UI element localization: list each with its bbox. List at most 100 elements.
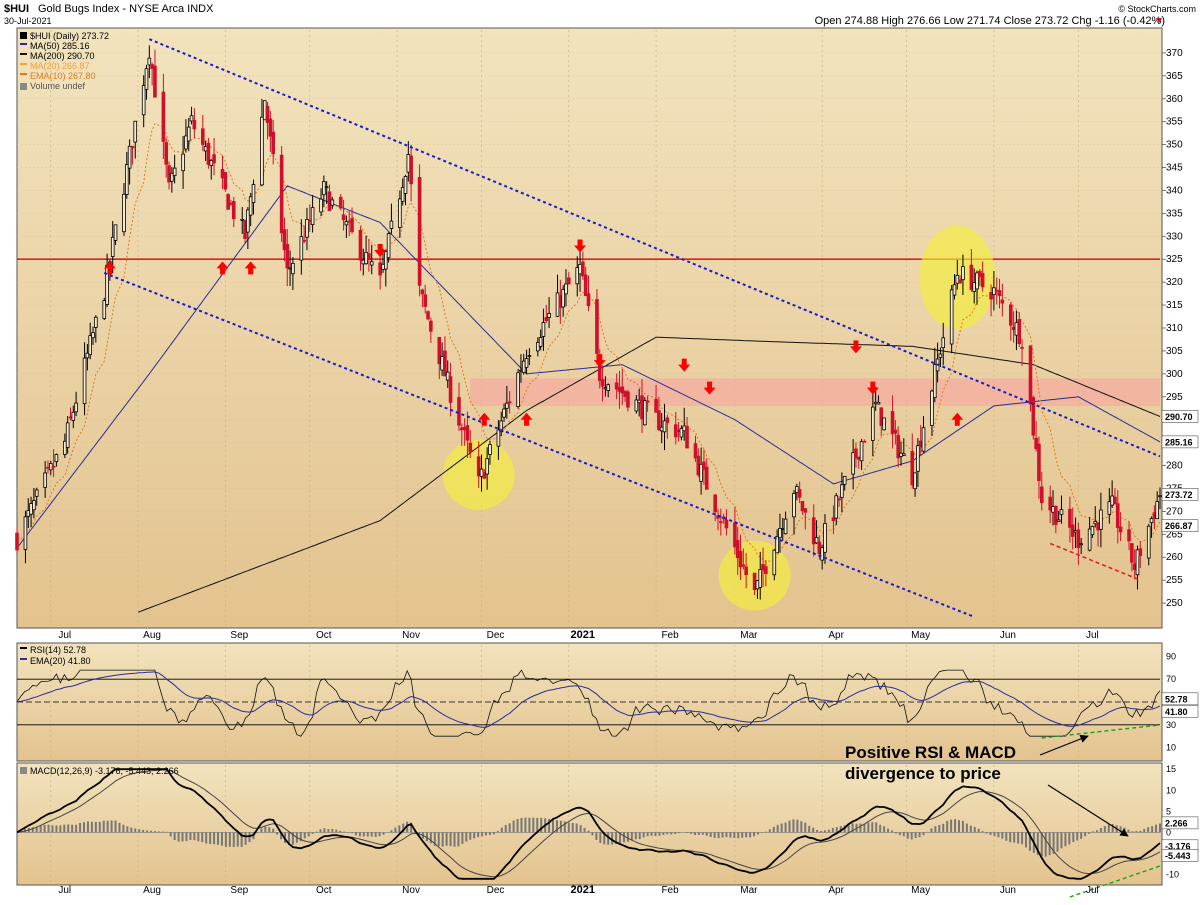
- candle-body: [584, 275, 587, 296]
- macd-histogram-bar: [217, 832, 219, 844]
- candle-body: [480, 469, 483, 476]
- macd-histogram-bar: [1076, 832, 1078, 840]
- macd-histogram-bar: [1021, 832, 1023, 844]
- candle-body: [624, 391, 627, 396]
- candle-body: [1015, 323, 1018, 335]
- candle-body: [489, 445, 492, 455]
- macd-histogram-bar: [481, 832, 483, 836]
- candle-body: [24, 517, 27, 550]
- macd-histogram-bar: [655, 832, 657, 836]
- macd-histogram-bar: [1151, 826, 1153, 832]
- candle-body: [576, 268, 579, 284]
- macd-histogram-bar: [501, 828, 503, 833]
- candle-body: [320, 199, 323, 212]
- candle-body: [508, 402, 511, 403]
- candle-body: [877, 402, 880, 404]
- legend-swatch-rsi-ema: [20, 658, 27, 660]
- macd-histogram-bar: [974, 827, 976, 832]
- candle-body: [756, 581, 759, 589]
- candle-body: [47, 467, 50, 468]
- macd-histogram-bar: [785, 823, 787, 833]
- candle-body: [674, 425, 677, 437]
- macd-histogram-bar: [584, 828, 586, 833]
- candle-body: [567, 278, 570, 284]
- macd-histogram-bar: [934, 826, 936, 832]
- candle-body: [125, 165, 128, 195]
- candle-body: [1029, 346, 1032, 404]
- candle-body: [348, 221, 351, 222]
- candle-body: [123, 194, 126, 231]
- candle-body: [607, 385, 610, 391]
- macd-histogram-bar: [75, 825, 77, 833]
- candle-body: [1133, 564, 1136, 570]
- candle-body: [992, 288, 995, 295]
- candle-body: [193, 120, 196, 129]
- macd-histogram-bar: [580, 825, 582, 832]
- candle-body: [345, 222, 348, 225]
- macd-histogram-bar: [182, 832, 184, 841]
- candle-body: [1035, 438, 1038, 448]
- candle-body: [280, 155, 283, 233]
- macd-signal-value-tag: -5.443: [1165, 851, 1191, 861]
- macd-histogram-bar: [1139, 831, 1141, 833]
- price-value-tag: 273.72: [1165, 490, 1193, 500]
- macd-histogram-bar: [832, 828, 834, 832]
- x-tick-label: May: [911, 630, 930, 641]
- macd-histogram-bar: [367, 832, 369, 836]
- macd-histogram-bar: [572, 823, 574, 833]
- macd-histogram-bar: [635, 832, 637, 839]
- x-tick-label: Aug: [143, 630, 161, 641]
- rsi-legend: RSI(14) 52.78 EMA(20) 41.80: [20, 645, 91, 666]
- candle-body: [1077, 530, 1080, 548]
- candle-body: [227, 195, 230, 210]
- macd-histogram-bar: [903, 832, 905, 836]
- macd-histogram-bar: [623, 832, 625, 842]
- macd-histogram-bar: [966, 824, 968, 833]
- macd-histogram-bar: [1057, 832, 1059, 851]
- candle-body: [75, 403, 78, 412]
- candle-body: [725, 520, 728, 528]
- candle-body: [655, 399, 658, 412]
- candle-body: [44, 473, 47, 487]
- macd-tick-label: -10: [1166, 870, 1179, 880]
- candle-body: [922, 428, 925, 451]
- macd-histogram-bar: [930, 828, 932, 832]
- macd-histogram-bar: [820, 831, 822, 832]
- candle-body: [63, 441, 66, 454]
- candle-body: [1088, 529, 1091, 550]
- macd-histogram-bar: [1064, 832, 1066, 846]
- candle-body: [548, 313, 551, 317]
- macd-histogram-bar: [658, 832, 660, 835]
- candle-body: [976, 273, 979, 289]
- macd-histogram-bar: [343, 832, 345, 833]
- macd-histogram-bar: [911, 832, 913, 839]
- candle-body: [860, 442, 863, 461]
- ma200-value-tag: 290.70: [1165, 412, 1193, 422]
- macd-histogram-bar: [588, 831, 590, 833]
- candle-body: [272, 132, 275, 154]
- macd-histogram-bar: [781, 824, 783, 833]
- candle-body: [1153, 513, 1156, 518]
- macd-histogram-bar: [63, 825, 65, 833]
- x-tick-label: 2021: [571, 629, 595, 641]
- macd-histogram-bar: [71, 825, 73, 833]
- macd-histogram-bar: [950, 820, 952, 833]
- macd-histogram-bar: [958, 820, 960, 832]
- macd-histogram-bar: [103, 821, 105, 833]
- macd-histogram-bar: [1005, 832, 1007, 840]
- macd-histogram-bar: [1135, 831, 1137, 833]
- candle-body: [182, 154, 185, 171]
- macd-histogram-bar: [118, 823, 120, 833]
- candle-body: [956, 275, 959, 283]
- candle-body: [477, 457, 480, 476]
- macd-histogram-bar: [473, 832, 475, 838]
- macd-histogram-bar: [457, 832, 459, 846]
- macd-histogram-bar: [816, 830, 818, 832]
- x-tick-label: Jun: [1000, 885, 1016, 896]
- candle-body: [404, 176, 407, 193]
- candle-body: [252, 185, 255, 203]
- macd-histogram-bar: [379, 832, 381, 836]
- macd-histogram-bar: [107, 821, 109, 833]
- macd-histogram-bar: [438, 832, 440, 846]
